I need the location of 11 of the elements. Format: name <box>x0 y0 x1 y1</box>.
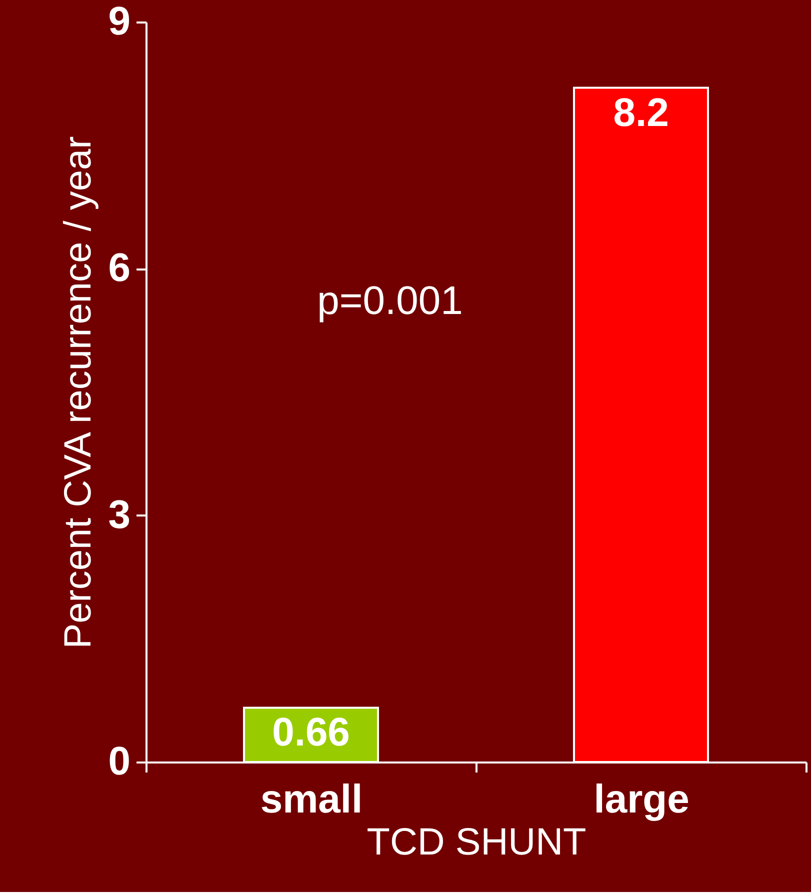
y-axis-title: Percent CVA recurrence / year <box>57 136 100 649</box>
annotation: p=0.001 <box>317 279 463 323</box>
data-label: 0.66 <box>272 710 350 755</box>
x-tick-label: large <box>594 778 690 822</box>
y-tick-label: 9 <box>108 0 130 44</box>
y-tick-label: 3 <box>108 492 130 537</box>
x-tick-label: small <box>260 778 363 822</box>
y-tick-label: 0 <box>108 740 130 784</box>
y-tick-label: 6 <box>108 246 130 290</box>
data-label: 8.2 <box>613 90 669 135</box>
x-axis-title: TCD SHUNT <box>366 822 586 864</box>
